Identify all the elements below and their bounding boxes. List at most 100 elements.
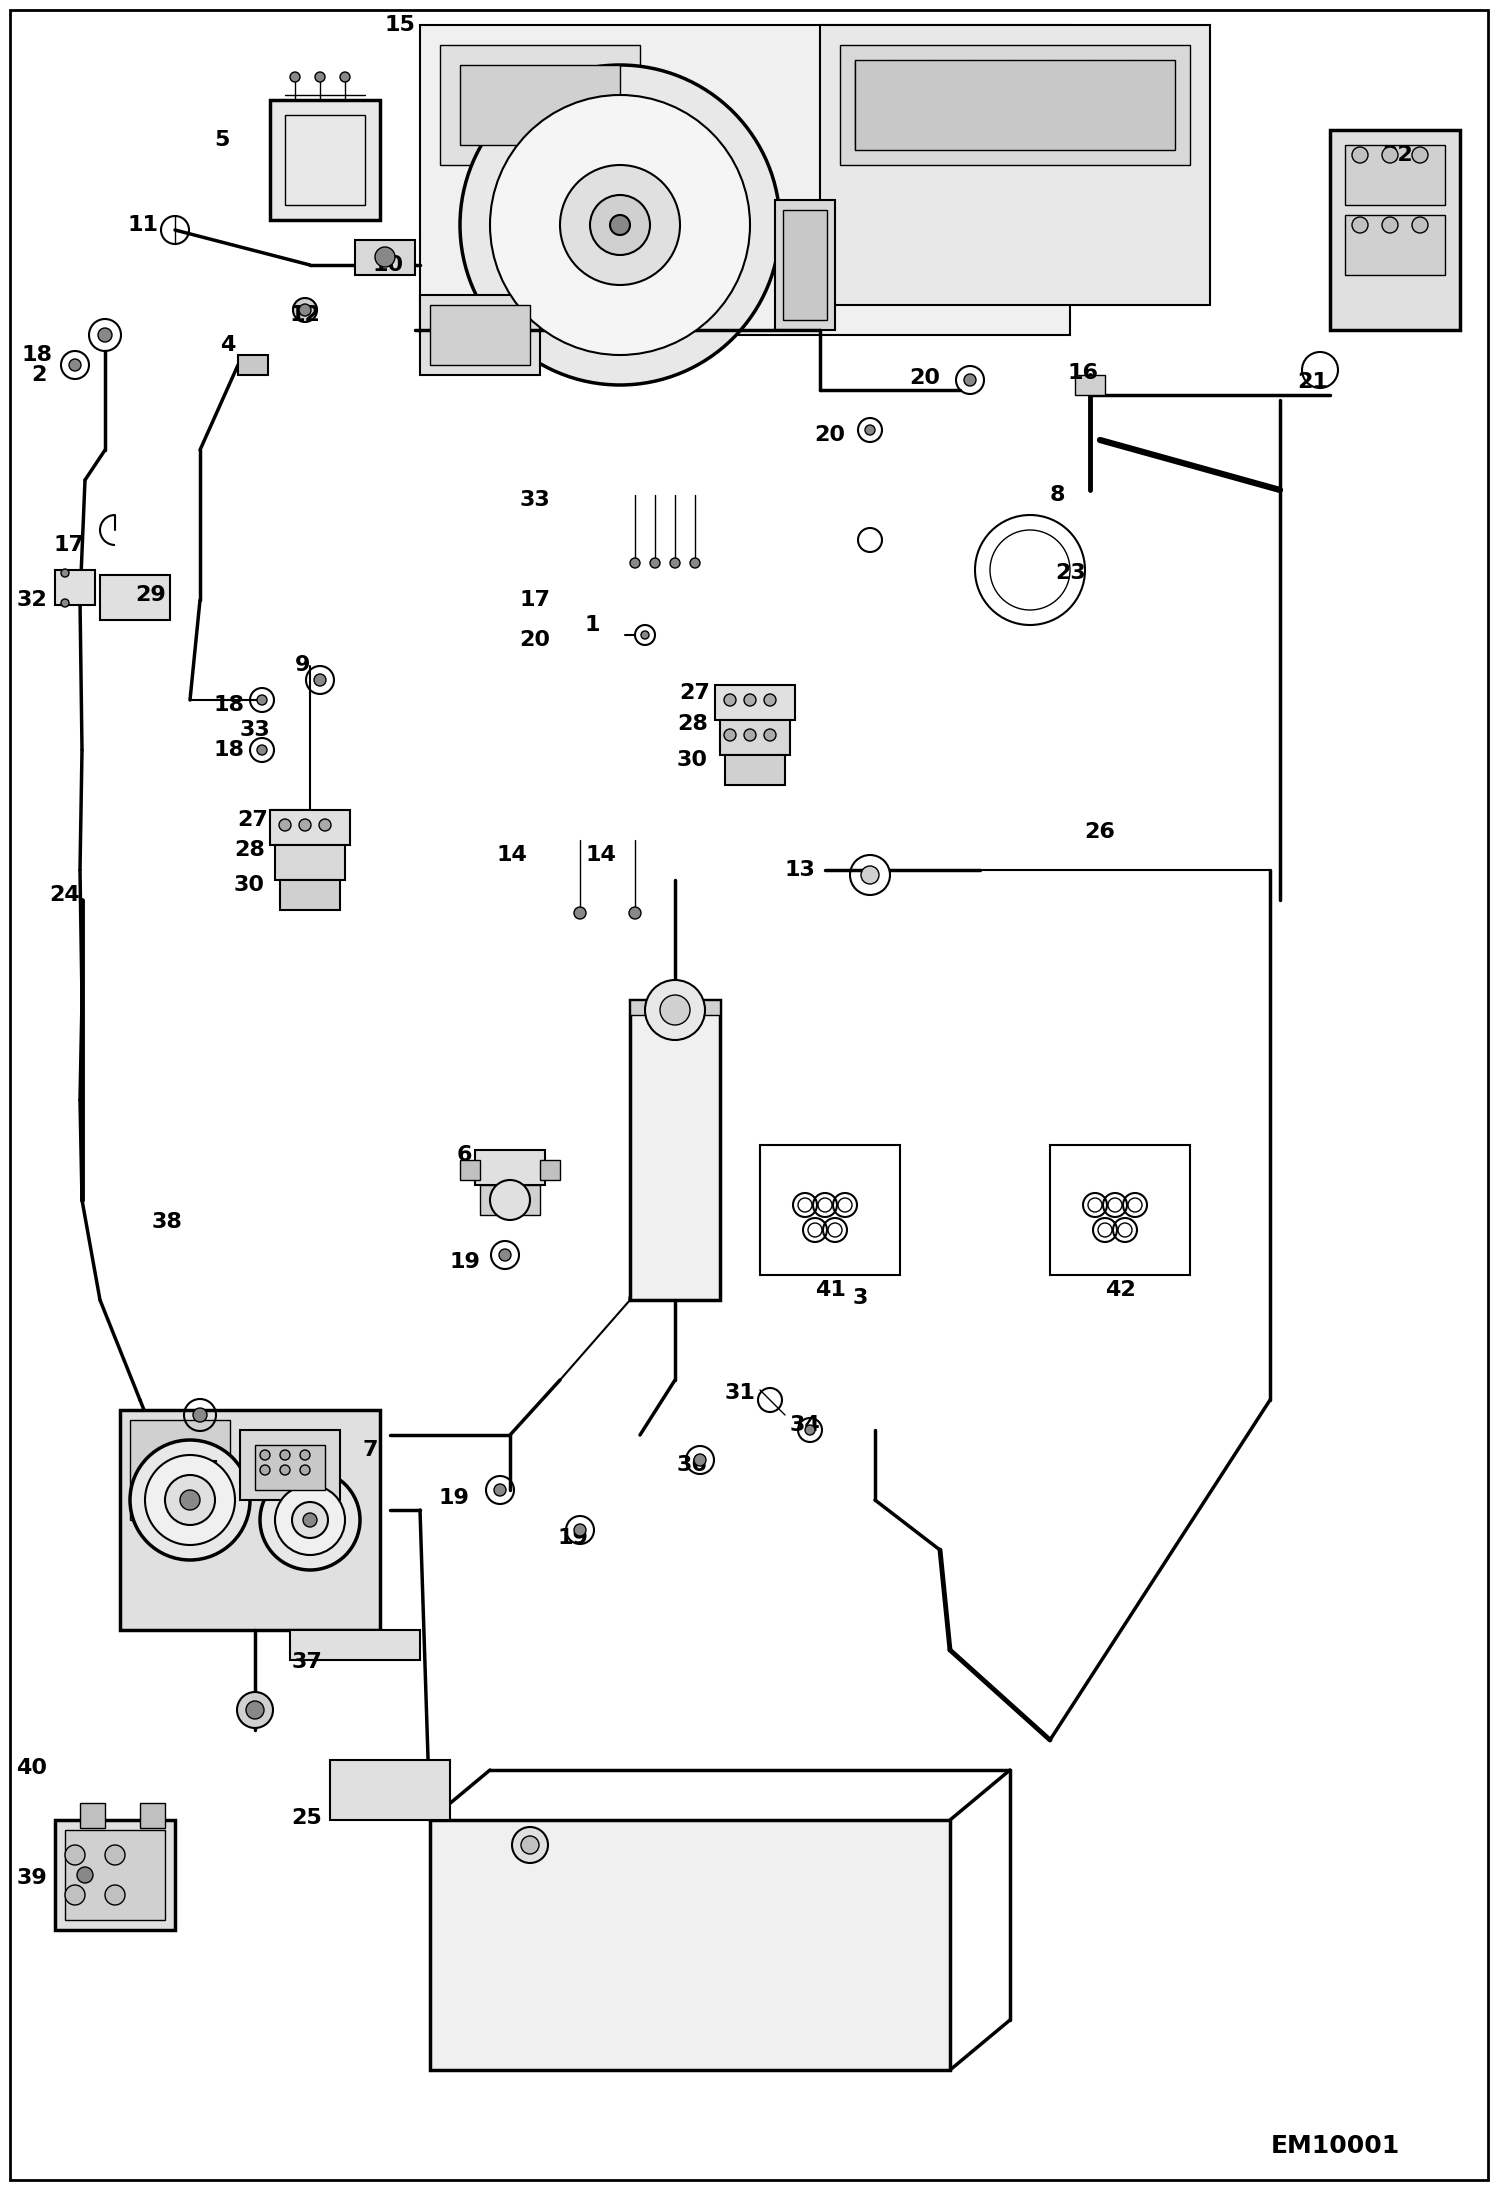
Circle shape (300, 1450, 310, 1461)
Circle shape (590, 195, 650, 254)
Circle shape (490, 94, 750, 355)
Bar (783, 211, 827, 320)
Text: 10: 10 (373, 254, 403, 274)
Circle shape (512, 1827, 548, 1864)
Bar (330, 1761, 449, 1820)
Bar (631, 1000, 721, 1300)
Text: 20: 20 (518, 629, 550, 649)
Text: 15: 15 (385, 15, 415, 35)
Bar (430, 305, 530, 364)
Text: 8: 8 (1050, 485, 1065, 504)
Circle shape (246, 1702, 264, 1719)
Bar (100, 575, 169, 621)
Circle shape (670, 557, 680, 568)
Text: 34: 34 (789, 1414, 821, 1434)
Circle shape (965, 375, 977, 386)
Circle shape (64, 1886, 85, 1906)
Circle shape (315, 673, 327, 686)
Text: 22: 22 (1383, 145, 1413, 164)
Text: 31: 31 (724, 1384, 755, 1404)
Bar (276, 844, 345, 879)
Text: 36: 36 (677, 1454, 709, 1476)
Circle shape (292, 1502, 328, 1537)
Bar (1050, 1145, 1189, 1274)
Text: 28: 28 (677, 715, 709, 735)
Circle shape (646, 980, 706, 1039)
Bar (430, 1820, 950, 2070)
Circle shape (650, 557, 661, 568)
Bar (419, 24, 1070, 336)
Circle shape (724, 693, 736, 706)
Circle shape (499, 1250, 511, 1261)
Circle shape (303, 1513, 318, 1526)
Text: 6: 6 (457, 1145, 472, 1164)
Bar (725, 754, 785, 785)
Circle shape (180, 1489, 201, 1511)
Circle shape (291, 72, 300, 81)
Circle shape (724, 728, 736, 741)
Bar (270, 101, 380, 219)
Circle shape (574, 1524, 586, 1535)
Circle shape (574, 908, 586, 919)
Bar (759, 1145, 900, 1274)
Bar (631, 1000, 721, 1015)
Text: 32: 32 (16, 590, 46, 610)
Text: 9: 9 (295, 656, 310, 675)
Circle shape (864, 425, 875, 434)
Bar (419, 296, 539, 375)
Text: 25: 25 (291, 1807, 322, 1829)
Text: 28: 28 (234, 840, 265, 860)
Text: SEAL KIT: SEAL KIT (795, 1158, 864, 1173)
Text: 16: 16 (1067, 364, 1098, 384)
Circle shape (490, 1180, 530, 1219)
Bar (460, 1160, 479, 1180)
Circle shape (521, 1836, 539, 1853)
Text: 5: 5 (214, 129, 231, 149)
Circle shape (764, 693, 776, 706)
Text: 30: 30 (234, 875, 265, 895)
Circle shape (145, 1454, 235, 1546)
Circle shape (258, 746, 267, 754)
Text: EM10001: EM10001 (1270, 2134, 1401, 2158)
Circle shape (193, 1408, 207, 1421)
Circle shape (165, 1476, 216, 1524)
Circle shape (560, 164, 680, 285)
Bar (539, 1160, 560, 1180)
Circle shape (130, 1441, 250, 1559)
Circle shape (745, 728, 756, 741)
Circle shape (745, 693, 756, 706)
Circle shape (1383, 217, 1398, 232)
Bar (55, 570, 94, 605)
Circle shape (1413, 147, 1428, 162)
Text: 27: 27 (679, 682, 710, 704)
Text: 17: 17 (518, 590, 550, 610)
Text: 13: 13 (783, 860, 815, 879)
Text: 29: 29 (135, 586, 166, 605)
Bar (479, 1184, 539, 1215)
Text: 3: 3 (852, 1287, 867, 1307)
Text: SEAL KIT: SEAL KIT (1085, 1158, 1155, 1173)
Bar (64, 1829, 165, 1921)
Circle shape (1353, 217, 1368, 232)
Circle shape (97, 329, 112, 342)
Circle shape (1383, 147, 1398, 162)
Text: 14: 14 (586, 844, 616, 864)
Circle shape (804, 1425, 815, 1434)
Bar (1330, 129, 1461, 329)
Circle shape (374, 248, 395, 268)
Circle shape (631, 557, 640, 568)
Circle shape (460, 66, 780, 386)
Circle shape (610, 215, 631, 235)
Circle shape (300, 1465, 310, 1476)
Bar (855, 59, 1174, 149)
Bar (440, 46, 640, 164)
Circle shape (694, 1454, 706, 1465)
Circle shape (300, 305, 312, 316)
Circle shape (258, 695, 267, 704)
Bar (255, 1445, 325, 1489)
Circle shape (300, 818, 312, 831)
Text: 4: 4 (220, 336, 235, 355)
Text: 35: 35 (190, 1461, 220, 1480)
Text: 12: 12 (289, 305, 321, 325)
Text: 30: 30 (677, 750, 709, 770)
